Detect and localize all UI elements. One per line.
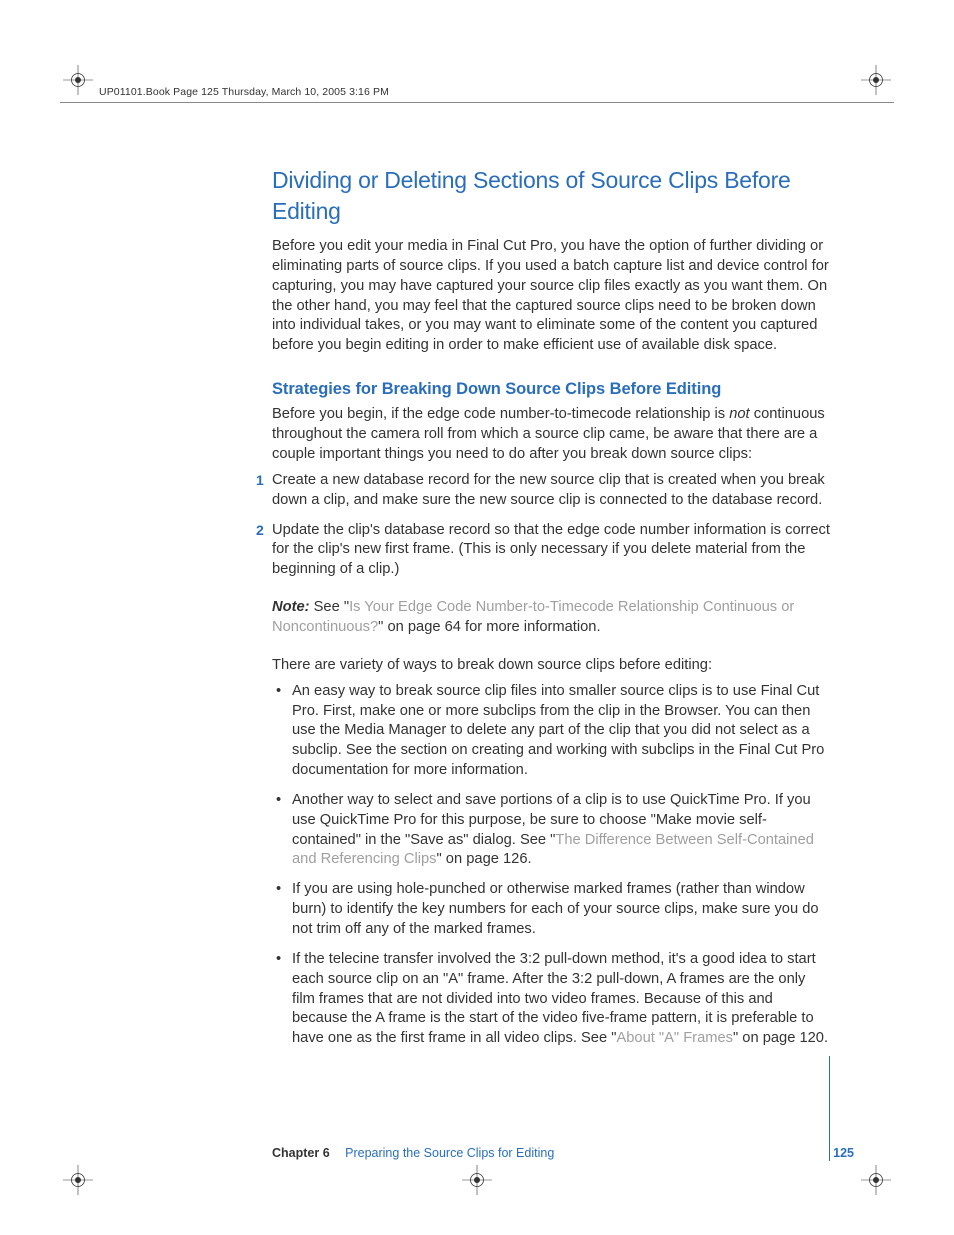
registration-mark-icon	[861, 65, 891, 95]
footer: Chapter 6 Preparing the Source Clips for…	[272, 1146, 854, 1160]
bullet-list-item: If you are using hole-punched or otherwi…	[276, 880, 830, 940]
bullet-list-item: If the telecine transfer involved the 3:…	[276, 950, 830, 1049]
ordered-list-item: 2 Update the clip's database record so t…	[272, 521, 830, 581]
heading-1: Dividing or Deleting Sections of Source …	[272, 165, 830, 227]
text-span: " on page 120.	[733, 1030, 828, 1046]
text-span: See "	[314, 599, 349, 615]
body-content: Dividing or Deleting Sections of Source …	[272, 165, 830, 1059]
note-label: Note:	[272, 599, 314, 615]
registration-mark-icon	[462, 1165, 492, 1195]
registration-mark-icon	[63, 1165, 93, 1195]
chapter-label: Chapter 6	[272, 1146, 330, 1160]
registration-mark-icon	[63, 65, 93, 95]
page: UP01101.Book Page 125 Thursday, March 10…	[0, 0, 954, 1235]
note-paragraph: Note: See "Is Your Edge Code Number-to-T…	[272, 598, 830, 638]
list-text: Update the clip's database record so tha…	[272, 522, 830, 578]
chapter-title: Preparing the Source Clips for Editing	[345, 1146, 554, 1160]
list-text: An easy way to break source clip files i…	[292, 683, 824, 778]
list-number: 2	[256, 521, 264, 540]
bullet-list-item: An easy way to break source clip files i…	[276, 682, 830, 781]
italic-not: not	[729, 406, 749, 422]
intro-paragraph: Before you edit your media in Final Cut …	[272, 237, 830, 356]
text-span: " on page 64 for more information.	[378, 619, 600, 635]
header-rule	[60, 102, 894, 103]
registration-mark-icon	[861, 1165, 891, 1195]
page-number: 125	[833, 1146, 854, 1160]
text-span: " on page 126.	[437, 851, 532, 867]
text-span: Before you begin, if the edge code numbe…	[272, 406, 729, 422]
pre-list-paragraph: Before you begin, if the edge code numbe…	[272, 405, 830, 465]
bullet-list-item: Another way to select and save portions …	[276, 791, 830, 870]
heading-2: Strategies for Breaking Down Source Clip…	[272, 378, 830, 400]
ordered-list-item: 1 Create a new database record for the n…	[272, 471, 830, 511]
list-number: 1	[256, 471, 264, 490]
list-text: If you are using hole-punched or otherwi…	[292, 881, 819, 937]
cross-reference-link[interactable]: About "A" Frames	[616, 1030, 733, 1046]
list-text: Create a new database record for the new…	[272, 472, 825, 508]
header-imprint: UP01101.Book Page 125 Thursday, March 10…	[99, 86, 389, 98]
bullet-leadin: There are variety of ways to break down …	[272, 656, 830, 676]
